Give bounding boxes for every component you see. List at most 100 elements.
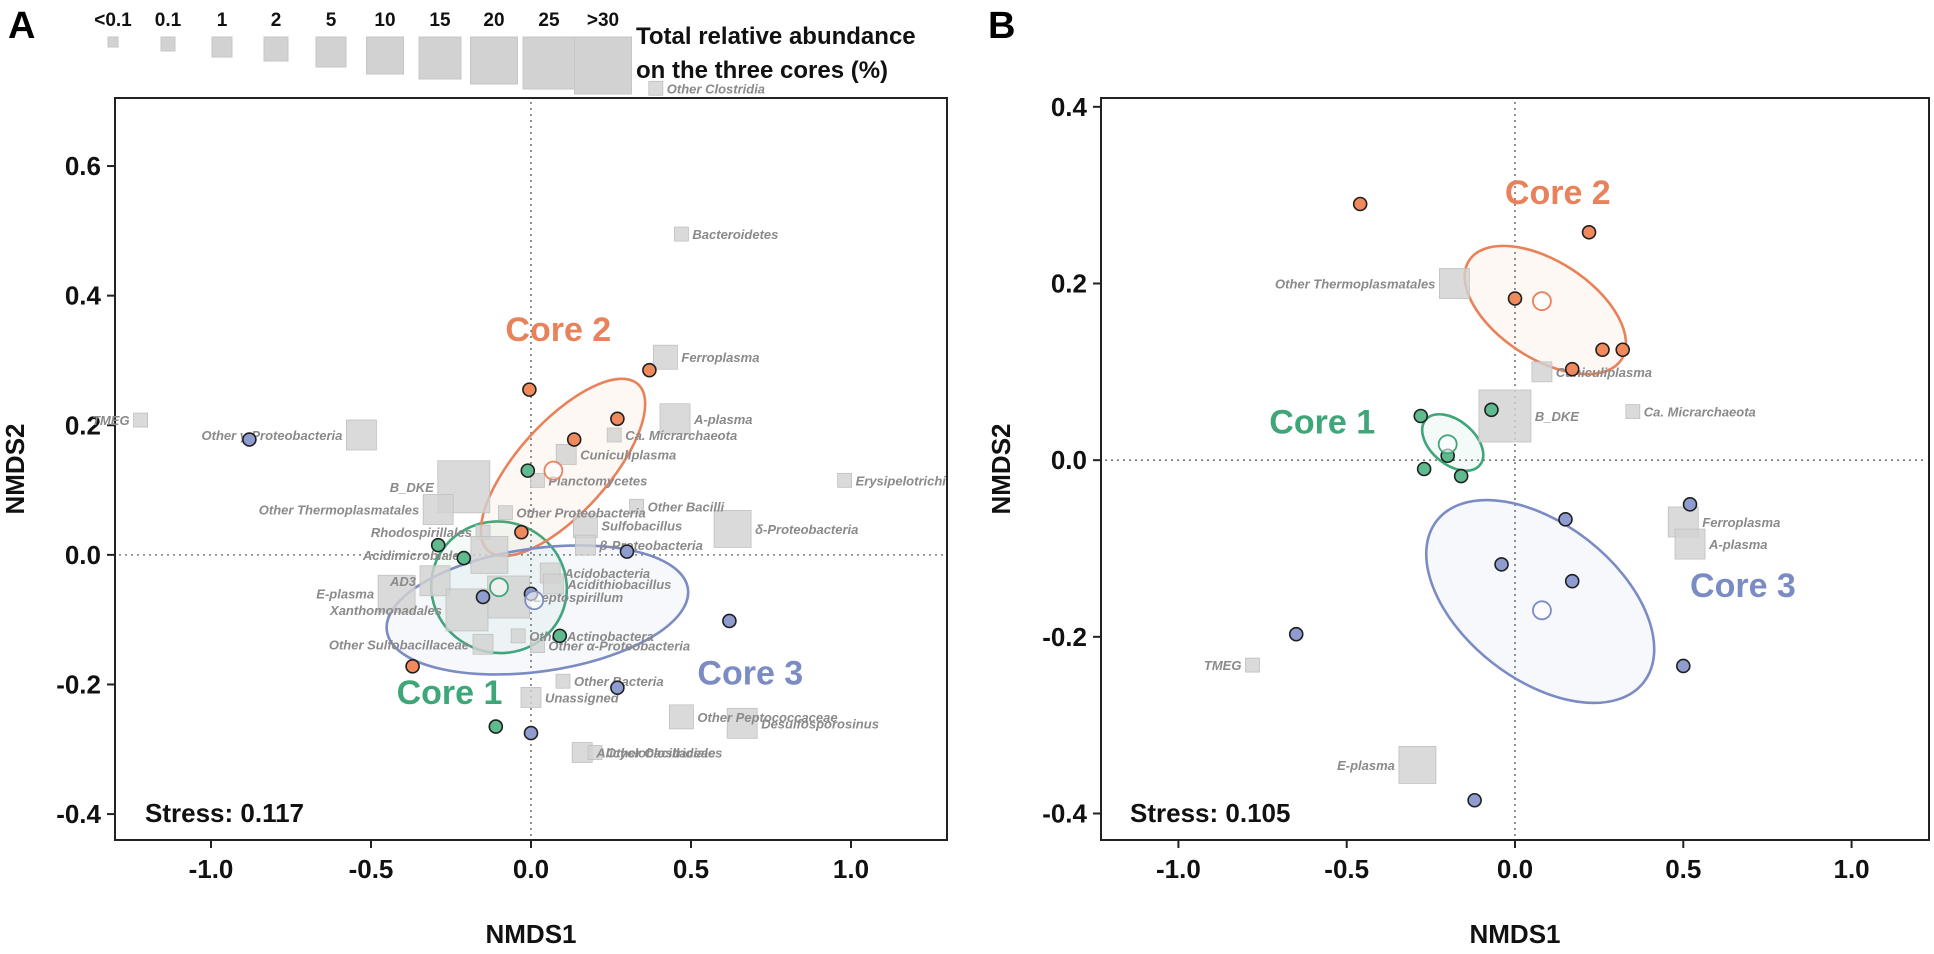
legend-size-box (315, 36, 347, 68)
taxon-label-b-dke: B_DKE (1535, 409, 1579, 424)
taxon-box-other-proteobacteria (345, 419, 377, 451)
core-3-sample-point (610, 680, 625, 696)
core-2-sample-point (1564, 361, 1580, 377)
taxon-label-other-proteobacteria: Other γ-Proteobacteria (202, 428, 343, 443)
panel-a: -1.0 -0.5 0.0 0.5 1.0 0.6 0.4 0.2 0.0 -0.2 -0.4 Oth… (0, 80, 948, 949)
taxon-label-tmeg: TMEG (1204, 658, 1242, 673)
core-2-sample-point (1581, 224, 1597, 240)
taxon-box-ca-micrarchaeota (1625, 404, 1641, 419)
panel-a-letter: A (8, 5, 35, 47)
legend-size-box (107, 36, 119, 48)
core-3-label: Core 3 (1690, 567, 1796, 605)
y-tick-label: -0.4 (56, 799, 101, 829)
core-3-label: Core 3 (697, 654, 803, 692)
taxon-box-a-plasma (1674, 528, 1706, 560)
taxon-box-other-thermoplasmatales (422, 494, 454, 525)
x-tick-label: -1.0 (189, 854, 234, 884)
taxon-label-other-clostridia: Other Clostridia (667, 81, 765, 96)
core-1-sample-point (430, 537, 446, 553)
legend-size-label: 25 (538, 10, 560, 31)
x-tick-label: 0.0 (1497, 854, 1533, 884)
taxon-label-b-dke: B_DKE (390, 480, 434, 495)
taxon-label-other-bacilli: Other Bacilli (648, 499, 725, 514)
x-tick-label: 0.5 (673, 854, 709, 884)
taxon-box-acidimicrobiales (470, 535, 509, 574)
legend-size-label: 20 (483, 10, 504, 31)
core-3-sample-point (1564, 573, 1580, 589)
core-1-sample-point (1453, 468, 1469, 484)
core-1-sample-point (488, 719, 504, 734)
legend-size-label: 1 (217, 10, 228, 31)
panel-b: -1.0 -0.5 0.0 0.5 1.0 0.4 0.2 0.0 -0.2 -0.4 Other … (986, 92, 1930, 949)
taxon-box-tmeg (133, 412, 149, 428)
taxon-label-other-clostridiales: Other Clostridiales (606, 746, 722, 761)
legend-title-line1: Total relative abundance (636, 23, 916, 50)
core-3-sample-point (1494, 557, 1509, 572)
y-tick-label: -0.2 (1042, 622, 1087, 652)
core-3-sample-point (1682, 497, 1698, 512)
core-1-centroid (1437, 434, 1458, 455)
y-tick-label: 0.4 (1051, 92, 1088, 122)
taxon-label-acidithiobacillus: Acidithiobacillus (566, 577, 671, 592)
taxon-label-acidobacteria: Acidobacteria (563, 566, 650, 581)
legend-size-label: >30 (587, 10, 619, 31)
taxon-label-other-peptococcaceae: Other Peptococcaceae (697, 710, 837, 725)
core-3-sample-point (722, 613, 737, 629)
x-tick-label: 1.0 (1834, 854, 1870, 884)
core-1-sample-point (1484, 402, 1499, 418)
y-tick-label: -0.2 (56, 669, 101, 699)
panel-b-stress: Stress: 0.105 (1130, 798, 1290, 828)
taxon-box-bacteroidetes (674, 226, 689, 242)
y-tick-label: 0.0 (65, 540, 101, 570)
core-2-sample-point (642, 362, 657, 378)
legend-size-label: 2 (271, 10, 282, 31)
taxon-box-a-plasma (659, 403, 691, 435)
core-3-ellipse (385, 544, 690, 676)
core-3-sample-point (1467, 792, 1482, 808)
panel-b-x-axis-title: NMDS1 (1469, 919, 1560, 949)
taxon-label-planctomycetes: Planctomycetes (548, 473, 647, 488)
x-tick-label: 0.0 (513, 854, 549, 884)
taxon-label-cuniculiplasma: Cuniculiplasma (580, 447, 676, 462)
legend-size-box (574, 36, 632, 95)
legend-size-label: 15 (429, 10, 451, 31)
y-tick-label: 0.4 (65, 281, 102, 311)
y-tick-label: -0.4 (1042, 799, 1087, 829)
legend-size-label: 0.1 (155, 10, 182, 31)
y-tick-label: 0.2 (65, 410, 101, 440)
core-2-sample-point (610, 411, 625, 427)
core-1-sample-point (520, 463, 536, 478)
taxon-label-other-proteobacteria: Other α-Proteobacteria (548, 639, 690, 654)
taxon-box-cuniculiplasma (1531, 361, 1553, 383)
taxon-label-sulfobacillus: Sulfobacillus (601, 519, 682, 534)
taxon-label-a-plasma: A-plasma (1708, 537, 1768, 552)
core-2-sample-point (514, 524, 529, 540)
legend-size-box (366, 36, 404, 75)
taxon-box-tmeg (1245, 657, 1260, 673)
taxon-box-other-clostridiales (587, 745, 603, 760)
legend-size-label: <0.1 (94, 10, 132, 31)
taxon-box-other-bacteria (555, 673, 571, 689)
x-tick-label: 0.5 (1665, 854, 1701, 884)
core-3-sample-point (1558, 512, 1573, 527)
taxon-label-proteobacteria: δ-Proteobacteria (755, 522, 858, 537)
core-2-sample-point (1595, 342, 1610, 358)
taxon-box-proteobacteria (575, 534, 596, 556)
taxon-label-acidimicrobiales: Acidimicrobiales (362, 548, 467, 563)
taxon-label-proteobacteria: β-Proteobacteria (598, 538, 702, 553)
taxon-box-erysipelotrichi (837, 472, 852, 488)
taxon-box-other-proteobacteria (497, 505, 513, 521)
taxon-box-planctomycetes (530, 472, 545, 488)
legend-size-label: 10 (374, 10, 395, 31)
y-tick-label: 0.6 (65, 151, 101, 181)
core-3-centroid (1532, 600, 1552, 621)
legend-size-box (211, 36, 233, 58)
core-3-sample-point (1288, 626, 1304, 642)
taxon-label-other-sulfobacillaceae: Other Sulfobacillaceae (329, 637, 469, 652)
legend-size-box (418, 36, 462, 80)
taxon-box-sulfobacillus (573, 513, 598, 539)
x-tick-label: 1.0 (833, 854, 869, 884)
taxon-label-other-thermoplasmatales: Other Thermoplasmatales (259, 503, 419, 518)
core-2-centroid (543, 460, 564, 481)
